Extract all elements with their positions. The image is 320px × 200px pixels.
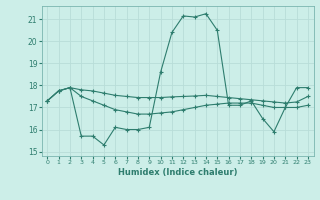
X-axis label: Humidex (Indice chaleur): Humidex (Indice chaleur) [118, 168, 237, 177]
